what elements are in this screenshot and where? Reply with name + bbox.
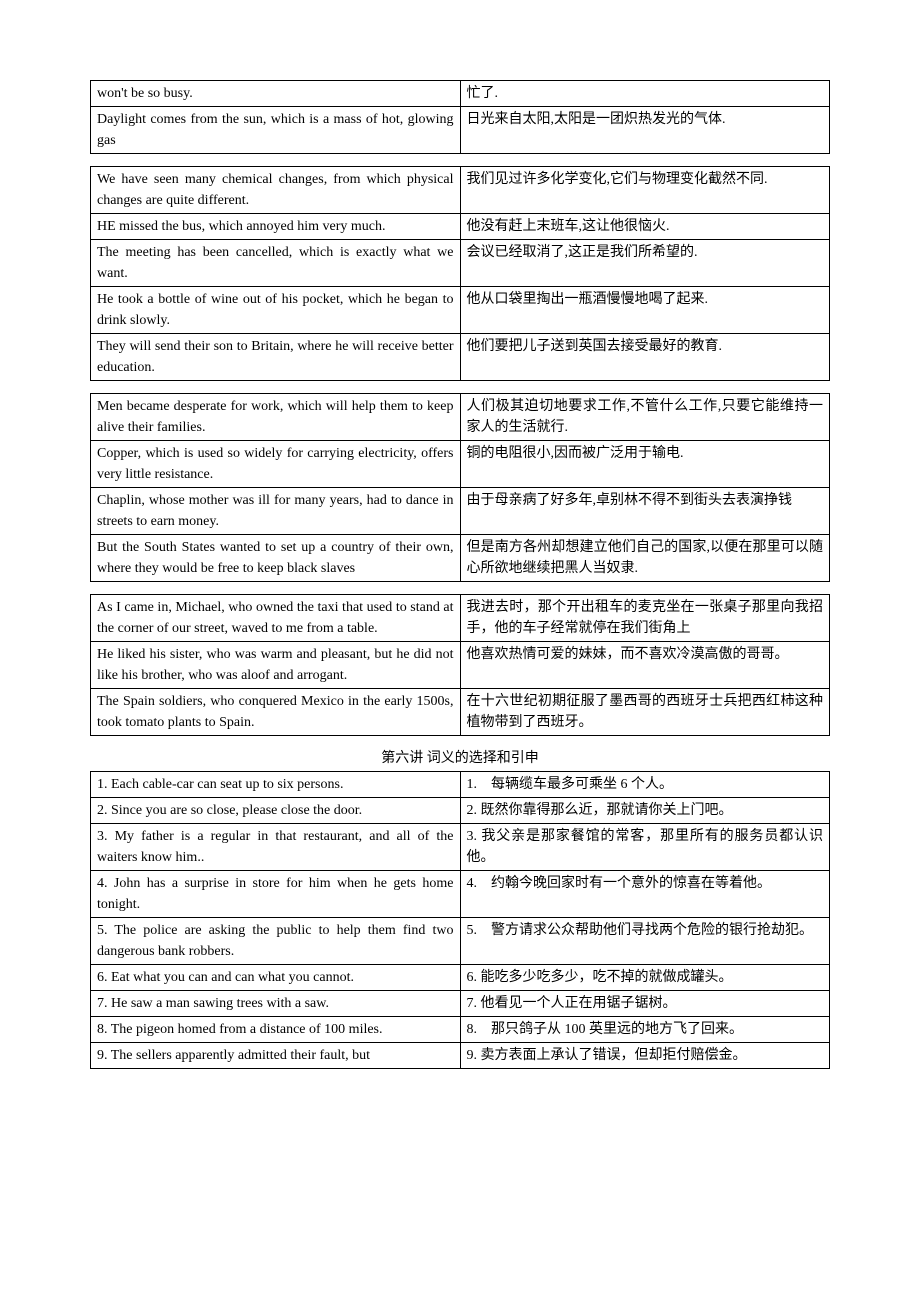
cell-zh: 8. 那只鸽子从 100 英里远的地方飞了回来。 [460, 1017, 830, 1043]
cell-en: But the South States wanted to set up a … [91, 535, 461, 582]
cell-zh: 5. 警方请求公众帮助他们寻找两个危险的银行抢劫犯。 [460, 918, 830, 965]
table-row: 3. My father is a regular in that restau… [91, 824, 830, 871]
cell-en: He liked his sister, who was warm and pl… [91, 642, 461, 689]
cell-en: 4. John has a surprise in store for him … [91, 871, 461, 918]
cell-en: 9. The sellers apparently admitted their… [91, 1043, 461, 1069]
cell-zh: 日光来自太阳,太阳是一团炽热发光的气体. [460, 107, 830, 154]
cell-zh: 他没有赶上末班车,这让他很恼火. [460, 214, 830, 240]
table-row: HE missed the bus, which annoyed him ver… [91, 214, 830, 240]
table-row: The Spain soldiers, who conquered Mexico… [91, 689, 830, 736]
table-row: 5. The police are asking the public to h… [91, 918, 830, 965]
table-row: 1. Each cable-car can seat up to six per… [91, 772, 830, 798]
cell-en: Daylight comes from the sun, which is a … [91, 107, 461, 154]
cell-zh: 人们极其迫切地要求工作,不管什么工作,只要它能维持一家人的生活就行. [460, 394, 830, 441]
cell-en: We have seen many chemical changes, from… [91, 167, 461, 214]
table-row: Daylight comes from the sun, which is a … [91, 107, 830, 154]
cell-en: The Spain soldiers, who conquered Mexico… [91, 689, 461, 736]
cell-en: HE missed the bus, which annoyed him ver… [91, 214, 461, 240]
cell-zh: 在十六世纪初期征服了墨西哥的西班牙士兵把西红柿这种植物带到了西班牙。 [460, 689, 830, 736]
cell-en: 2. Since you are so close, please close … [91, 798, 461, 824]
cell-zh: 他喜欢热情可爱的妹妹，而不喜欢冷漠高傲的哥哥。 [460, 642, 830, 689]
cell-en: 7. He saw a man sawing trees with a saw. [91, 991, 461, 1017]
table-row: won't be so busy. 忙了. [91, 81, 830, 107]
cell-zh: 1. 每辆缆车最多可乘坐 6 个人。 [460, 772, 830, 798]
table-row: They will send their son to Britain, whe… [91, 334, 830, 381]
table-2: We have seen many chemical changes, from… [90, 166, 830, 381]
cell-en: 3. My father is a regular in that restau… [91, 824, 461, 871]
table-row: But the South States wanted to set up a … [91, 535, 830, 582]
table-1: won't be so busy. 忙了. Daylight comes fro… [90, 80, 830, 154]
cell-en: As I came in, Michael, who owned the tax… [91, 595, 461, 642]
cell-zh: 我进去时，那个开出租车的麦克坐在一张桌子那里向我招手，他的车子经常就停在我们街角… [460, 595, 830, 642]
cell-zh: 9. 卖方表面上承认了错误，但却拒付赔偿金。 [460, 1043, 830, 1069]
table-row: As I came in, Michael, who owned the tax… [91, 595, 830, 642]
section-heading: 第六讲 词义的选择和引申 [90, 748, 830, 769]
cell-zh: 他们要把儿子送到英国去接受最好的教育. [460, 334, 830, 381]
table-row: 7. He saw a man sawing trees with a saw.… [91, 991, 830, 1017]
cell-zh: 我们见过许多化学变化,它们与物理变化截然不同. [460, 167, 830, 214]
cell-en: Chaplin, whose mother was ill for many y… [91, 488, 461, 535]
cell-en: The meeting has been cancelled, which is… [91, 240, 461, 287]
table-3: Men became desperate for work, which wil… [90, 393, 830, 582]
cell-en: Men became desperate for work, which wil… [91, 394, 461, 441]
cell-en: He took a bottle of wine out of his pock… [91, 287, 461, 334]
cell-zh: 4. 约翰今晚回家时有一个意外的惊喜在等着他。 [460, 871, 830, 918]
cell-zh: 他从口袋里掏出一瓶酒慢慢地喝了起来. [460, 287, 830, 334]
cell-zh: 3. 我父亲是那家餐馆的常客，那里所有的服务员都认识他。 [460, 824, 830, 871]
table-4: As I came in, Michael, who owned the tax… [90, 594, 830, 736]
table-row: 6. Eat what you can and can what you can… [91, 965, 830, 991]
cell-en: 6. Eat what you can and can what you can… [91, 965, 461, 991]
cell-en: They will send their son to Britain, whe… [91, 334, 461, 381]
table-row: 4. John has a surprise in store for him … [91, 871, 830, 918]
cell-zh: 但是南方各州却想建立他们自己的国家,以便在那里可以随心所欲地继续把黑人当奴隶. [460, 535, 830, 582]
cell-zh: 会议已经取消了,这正是我们所希望的. [460, 240, 830, 287]
cell-en: Copper, which is used so widely for carr… [91, 441, 461, 488]
cell-zh: 7. 他看见一个人正在用锯子锯树。 [460, 991, 830, 1017]
cell-zh: 2. 既然你靠得那么近，那就请你关上门吧。 [460, 798, 830, 824]
cell-zh: 由于母亲病了好多年,卓别林不得不到街头去表演挣钱 [460, 488, 830, 535]
table-row: Men became desperate for work, which wil… [91, 394, 830, 441]
cell-en: 8. The pigeon homed from a distance of 1… [91, 1017, 461, 1043]
table-row: 9. The sellers apparently admitted their… [91, 1043, 830, 1069]
table-row: We have seen many chemical changes, from… [91, 167, 830, 214]
cell-en: won't be so busy. [91, 81, 461, 107]
table-row: 2. Since you are so close, please close … [91, 798, 830, 824]
table-5: 1. Each cable-car can seat up to six per… [90, 771, 830, 1069]
cell-zh: 忙了. [460, 81, 830, 107]
table-row: 8. The pigeon homed from a distance of 1… [91, 1017, 830, 1043]
cell-en: 5. The police are asking the public to h… [91, 918, 461, 965]
cell-zh: 6. 能吃多少吃多少，吃不掉的就做成罐头。 [460, 965, 830, 991]
table-row: He liked his sister, who was warm and pl… [91, 642, 830, 689]
table-row: The meeting has been cancelled, which is… [91, 240, 830, 287]
cell-zh: 铜的电阻很小,因而被广泛用于输电. [460, 441, 830, 488]
table-row: Copper, which is used so widely for carr… [91, 441, 830, 488]
cell-en: 1. Each cable-car can seat up to six per… [91, 772, 461, 798]
table-row: He took a bottle of wine out of his pock… [91, 287, 830, 334]
table-row: Chaplin, whose mother was ill for many y… [91, 488, 830, 535]
